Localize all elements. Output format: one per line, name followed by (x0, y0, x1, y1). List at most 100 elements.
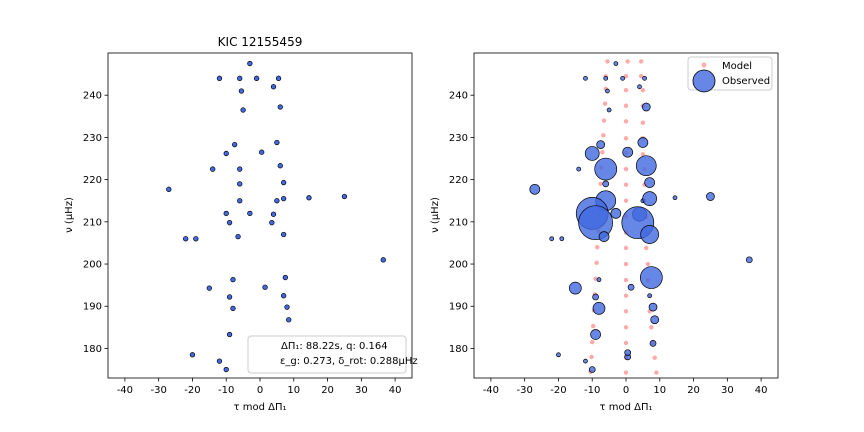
observed-point (706, 192, 715, 201)
model-point (640, 152, 646, 157)
data-point (262, 284, 268, 290)
data-point (277, 163, 283, 169)
observed-point (639, 266, 663, 289)
observed-point (620, 75, 625, 81)
data-point (230, 277, 236, 283)
data-point (189, 352, 196, 358)
data-point (269, 220, 275, 226)
data-point (237, 181, 243, 187)
observed-point (642, 75, 647, 81)
model-point (589, 354, 594, 360)
y-tick-label: 180 (449, 344, 468, 355)
observed-point (549, 236, 555, 242)
observed-point (642, 191, 657, 206)
y-tick-label: 220 (449, 175, 468, 186)
x-tick-label: -30 (150, 385, 166, 396)
data-point (280, 195, 287, 202)
model-point (623, 182, 629, 187)
data-point (274, 139, 280, 146)
model-point (640, 120, 646, 125)
model-point (590, 339, 595, 345)
data-point (193, 236, 199, 242)
x-tick-label: -10 (584, 385, 600, 396)
observed-point (622, 146, 634, 158)
data-point (286, 317, 292, 323)
model-point (605, 59, 610, 64)
observed-point (649, 340, 657, 347)
x-tick-label: -30 (516, 385, 532, 396)
y-tick-label: 240 (83, 91, 102, 102)
legend: Model Observed (687, 56, 773, 93)
observed-point (627, 283, 635, 291)
model-point (623, 119, 629, 124)
observed-point (650, 315, 660, 325)
model-point (623, 245, 629, 251)
data-point (284, 304, 290, 310)
legend-observed-marker (692, 69, 716, 93)
model-point (602, 101, 608, 106)
model-point (649, 325, 654, 330)
right-chart-panel: -40 -30 -20 -10 0 10 20 30 40 180 190 200 210 220 230 2… (430, 52, 779, 413)
model-point (639, 74, 644, 79)
x-tick-label: -40 (483, 385, 499, 396)
annotation-line-1: ΔΠ₁: 88.22s, q: 0.164 (281, 341, 388, 352)
observed-point (644, 177, 655, 188)
model-point (623, 309, 629, 314)
model-point (601, 133, 606, 138)
model-point (594, 260, 599, 265)
observed-point (590, 329, 601, 340)
data-point (247, 210, 253, 217)
observed-point (529, 183, 541, 195)
model-point (623, 340, 629, 346)
x-tick-label: 40 (389, 385, 402, 396)
y-tick-label: 220 (83, 175, 102, 186)
observed-point (647, 293, 652, 299)
data-point (166, 186, 172, 192)
x-tick-label: -10 (218, 385, 234, 396)
data-point (277, 104, 283, 110)
data-point (223, 150, 229, 157)
data-point (237, 198, 243, 204)
data-point (235, 233, 241, 240)
data-point (341, 193, 348, 200)
legend-model-label: Model (722, 61, 752, 72)
observed-point (603, 75, 609, 81)
observed-point (583, 358, 588, 364)
observed-point (588, 366, 596, 373)
y-tick-label: 180 (83, 344, 102, 355)
observed-point (606, 107, 612, 113)
x-tick-label: 30 (355, 385, 368, 396)
data-point (237, 166, 243, 172)
data-point (274, 198, 280, 204)
model-point (623, 277, 629, 283)
right-y-axis-label: ν (μHz) (430, 197, 441, 233)
model-point (645, 261, 651, 267)
data-point (270, 84, 277, 90)
model-point (644, 245, 649, 251)
data-point (226, 331, 233, 338)
x-tick-label: -20 (550, 385, 566, 396)
y-tick-label: 230 (449, 133, 468, 144)
observed-point (592, 302, 606, 315)
data-point (226, 220, 233, 226)
annotation-line-2: ε_g: 0.273, δ_rot: 0.288μHz (280, 356, 418, 367)
observed-point (584, 146, 600, 161)
x-tick-label: -20 (184, 385, 200, 396)
model-point (623, 325, 629, 330)
observed-point (641, 102, 651, 112)
x-tick-label: -40 (117, 385, 133, 396)
observed-point (672, 195, 678, 201)
observed-point (637, 84, 642, 90)
model-point (623, 261, 629, 267)
left-x-axis-label: τ mod ΔΠ₁ (234, 402, 287, 413)
observed-point (648, 302, 658, 312)
model-point (640, 87, 646, 93)
x-tick-label: 20 (321, 385, 334, 396)
model-point (595, 244, 600, 250)
data-point (216, 75, 223, 81)
model-point (598, 181, 603, 187)
observed-point (576, 166, 582, 172)
y-tick-label: 210 (83, 217, 102, 228)
data-point (237, 75, 243, 81)
